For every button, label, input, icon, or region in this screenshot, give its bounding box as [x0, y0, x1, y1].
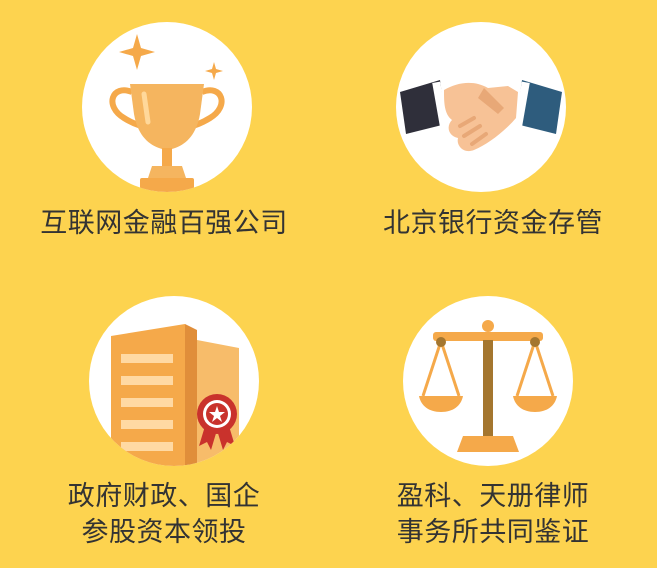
feature-state-investment: 政府财政、国企 参股资本领投: [0, 284, 328, 568]
icon-circle: [82, 22, 252, 192]
handshake-icon: [400, 80, 562, 152]
icon-circle: [89, 296, 259, 466]
caption-line: 政府财政、国企: [67, 481, 261, 512]
caption-line: 事务所共同鉴证: [396, 517, 590, 548]
feature-caption: 互联网金融百强公司: [0, 206, 328, 242]
scales-of-justice-icon: [419, 320, 557, 452]
feature-bank-custody: 北京银行资金存管: [329, 0, 657, 284]
icon-circle: [403, 296, 573, 466]
caption-line: 盈科、天册律师: [396, 481, 590, 512]
certified-building-icon: [111, 324, 239, 466]
feature-caption: 北京银行资金存管: [329, 206, 657, 242]
feature-caption: 政府财政、国企 参股资本领投: [0, 479, 328, 551]
caption-line: 参股资本领投: [81, 517, 247, 548]
feature-law-firm-verification: 盈科、天册律师 事务所共同鉴证: [329, 284, 657, 568]
caption-line: 互联网金融百强公司: [40, 208, 288, 239]
caption-line: 北京银行资金存管: [383, 208, 603, 239]
feature-caption: 盈科、天册律师 事务所共同鉴证: [329, 479, 657, 551]
icon-circle: [396, 22, 566, 192]
feature-top-performer: 互联网金融百强公司: [0, 0, 328, 284]
trophy-icon: [109, 34, 225, 192]
